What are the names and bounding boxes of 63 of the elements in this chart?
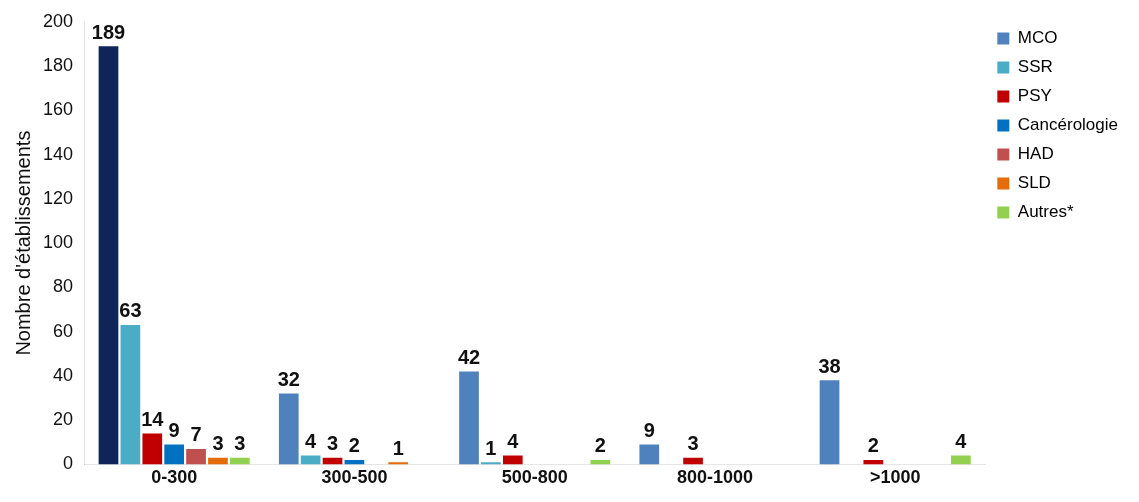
bar	[229, 457, 250, 465]
x-tick-label: 800-1000	[676, 467, 753, 488]
data-label: 4	[305, 430, 318, 453]
bar	[639, 444, 660, 465]
bar	[164, 444, 185, 465]
y-tick-label: 80	[53, 276, 74, 297]
data-label: 1	[392, 436, 404, 459]
legend-label: SLD	[1017, 173, 1051, 193]
bar	[208, 457, 228, 465]
legend-label: Autres*	[1017, 202, 1074, 222]
y-tick-label: 180	[42, 55, 74, 76]
bar	[863, 459, 884, 465]
bar	[388, 462, 409, 465]
data-label: 9	[168, 419, 180, 441]
data-label: 3	[212, 432, 224, 455]
data-label: 189	[91, 20, 126, 43]
y-tick-label: 60	[53, 320, 74, 341]
data-label: 32	[277, 368, 300, 391]
legend-label: PSY	[1017, 86, 1052, 106]
data-label: 2	[594, 434, 606, 457]
data-label: 3	[326, 432, 339, 455]
legend-label: Cancérologie	[1017, 115, 1119, 135]
y-tick-label: 20	[53, 409, 74, 430]
data-label: 7	[190, 423, 202, 446]
x-tick-label: 300-500	[321, 467, 388, 488]
legend-label: HAD	[1017, 144, 1054, 164]
x-tick-label: 0-300	[151, 467, 198, 488]
bar	[120, 324, 141, 465]
y-tick-label: 160	[42, 99, 74, 120]
y-tick-label: 140	[42, 143, 74, 164]
y-tick-label: 40	[53, 364, 74, 385]
legend-label: SSR	[1017, 57, 1053, 77]
data-label: 38	[818, 354, 841, 377]
y-tick-label: 120	[42, 187, 74, 208]
data-label: 63	[119, 299, 142, 322]
y-tick-label: 200	[42, 10, 74, 31]
bar	[481, 462, 501, 465]
bar	[98, 46, 119, 465]
bar	[502, 455, 523, 465]
data-label: 2	[867, 434, 879, 457]
data-label: 9	[643, 419, 655, 441]
legend-label: MCO	[1017, 28, 1058, 48]
data-label: 4	[955, 430, 968, 453]
data-label: 2	[348, 434, 360, 457]
bar	[683, 457, 703, 465]
data-label: 4	[507, 430, 520, 453]
bar	[951, 455, 971, 465]
data-label: 14	[141, 407, 165, 430]
x-tick-label: 500-800	[501, 467, 568, 488]
data-label: 3	[234, 432, 246, 455]
bar	[590, 459, 611, 465]
data-label: 1	[485, 436, 497, 459]
x-tick-label: >1000	[869, 467, 921, 488]
data-label: 42	[457, 345, 481, 368]
y-tick-label: 0	[63, 453, 74, 474]
bar	[186, 448, 206, 465]
bar	[278, 393, 299, 465]
data-label: 3	[687, 432, 699, 455]
bar	[819, 380, 840, 465]
y-tick-label: 100	[42, 232, 74, 253]
bar	[142, 433, 163, 465]
bar	[459, 371, 479, 465]
y-axis-title: Nombre d'établissements	[11, 130, 34, 356]
